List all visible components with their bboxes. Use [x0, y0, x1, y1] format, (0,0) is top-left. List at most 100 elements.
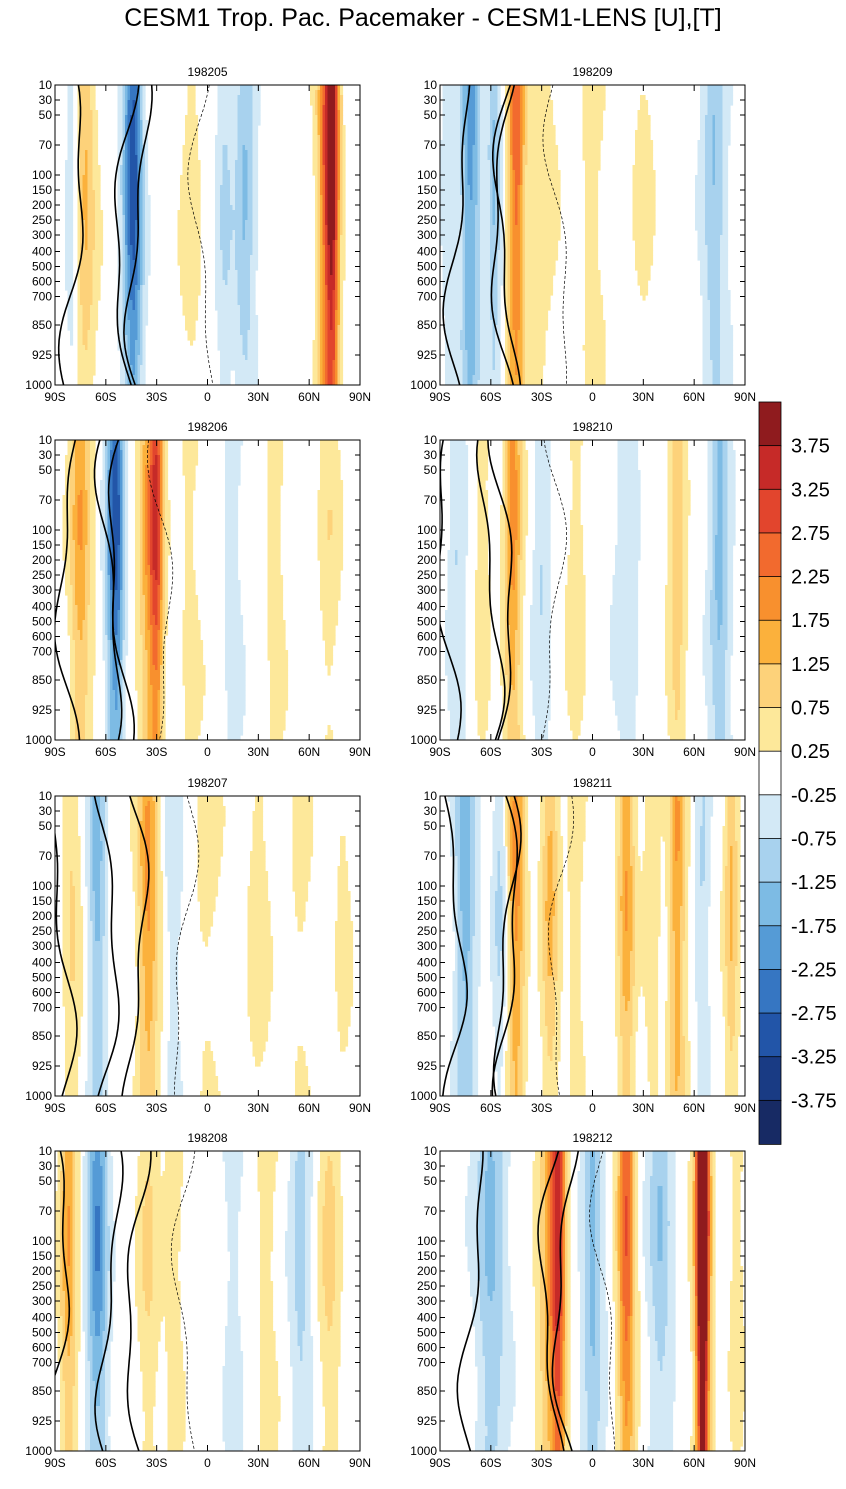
y-tick-label: 250: [32, 1279, 52, 1293]
x-tick-label: 90S: [429, 390, 450, 404]
y-tick-label: 925: [32, 1414, 52, 1428]
y-tick-label: 400: [417, 245, 437, 259]
y-tick-label: 250: [32, 568, 52, 582]
y-tick-label: 850: [417, 673, 437, 687]
x-tick-label: 90S: [44, 1101, 65, 1115]
y-tick-label: 10: [39, 1144, 53, 1158]
x-tick-label: 60N: [683, 390, 705, 404]
colorbar-label: -0.75: [791, 828, 837, 850]
y-tick-label: 250: [32, 213, 52, 227]
colorbar-label: 2.75: [791, 523, 830, 545]
x-tick-label: 60N: [298, 1101, 320, 1115]
anomaly-field: [55, 85, 360, 385]
y-tick-label: 70: [39, 138, 53, 152]
y-tick-label: 300: [32, 939, 52, 953]
y-tick-label: 1000: [410, 378, 437, 392]
y-tick-label: 600: [32, 1341, 52, 1355]
y-tick-label: 1000: [25, 733, 52, 747]
x-tick-label: 60S: [480, 745, 501, 759]
y-tick-label: 30: [39, 804, 53, 818]
colorbar-label: 2.25: [791, 567, 830, 589]
colorbar-swatch: [758, 445, 782, 491]
y-tick-label: 150: [32, 183, 52, 197]
x-tick-label: 30N: [632, 1101, 654, 1115]
y-tick-label: 100: [417, 1234, 437, 1248]
x-tick-label: 60N: [683, 745, 705, 759]
y-tick-label: 925: [417, 1059, 437, 1073]
colorbar-swatch: [758, 925, 782, 971]
y-tick-label: 300: [417, 939, 437, 953]
y-tick-label: 500: [417, 260, 437, 274]
y-tick-label: 925: [417, 1414, 437, 1428]
x-tick-label: 30S: [531, 745, 552, 759]
y-tick-label: 10: [39, 789, 53, 803]
x-tick-label: 30N: [247, 745, 269, 759]
x-tick-label: 0: [204, 1456, 211, 1470]
x-tick-label: 90S: [44, 390, 65, 404]
y-tick-label: 925: [417, 348, 437, 362]
y-tick-label: 850: [417, 318, 437, 332]
x-tick-label: 60N: [683, 1101, 705, 1115]
x-tick-label: 30N: [632, 1456, 654, 1470]
y-tick-label: 100: [417, 168, 437, 182]
y-tick-label: 850: [32, 1384, 52, 1398]
y-tick-label: 100: [32, 1234, 52, 1248]
y-tick-label: 200: [417, 198, 437, 212]
y-tick-label: 700: [32, 1356, 52, 1370]
colorbar-swatch: [758, 663, 782, 709]
y-tick-label: 500: [32, 1326, 52, 1340]
y-tick-label: 250: [417, 213, 437, 227]
x-tick-label: 60S: [480, 1456, 501, 1470]
y-tick-label: 850: [417, 1384, 437, 1398]
y-tick-label: 925: [32, 703, 52, 717]
x-tick-label: 60N: [683, 1456, 705, 1470]
x-tick-label: 30S: [146, 1101, 167, 1115]
x-axis: 90S 60S 30S 0 30N 60N 90N: [44, 440, 371, 759]
x-axis: 90S 60S 30S 0 30N 60N 90N: [44, 1151, 371, 1470]
y-tick-label: 200: [32, 1264, 52, 1278]
y-tick-label: 400: [417, 1311, 437, 1325]
colorbar-label: 3.25: [791, 479, 830, 501]
x-tick-label: 30S: [531, 1456, 552, 1470]
x-tick-label: 60S: [95, 390, 116, 404]
y-tick-label: 300: [417, 583, 437, 597]
y-tick-label: 10: [424, 433, 438, 447]
x-axis: 90S 60S 30S 0 30N 60N 90N: [44, 85, 371, 404]
panel-title: 198211: [573, 776, 612, 790]
y-tick-label: 10: [424, 1144, 438, 1158]
x-tick-label: 30N: [247, 390, 269, 404]
x-tick-label: 60S: [95, 745, 116, 759]
y-tick-label: 500: [32, 260, 52, 274]
colorbar-swatch: [758, 1099, 782, 1145]
panel-title: 198210: [572, 420, 612, 434]
y-tick-label: 1000: [25, 1089, 52, 1103]
wind-contours: [440, 440, 567, 740]
x-tick-label: 90N: [734, 1101, 756, 1115]
y-tick-label: 700: [417, 290, 437, 304]
y-tick-label: 30: [39, 448, 53, 462]
y-tick-label: 300: [32, 1294, 52, 1308]
y-tick-label: 150: [32, 894, 52, 908]
y-tick-label: 400: [32, 245, 52, 259]
colorbar-swatch: [758, 401, 782, 447]
y-tick-label: 10: [424, 789, 438, 803]
y-tick-label: 400: [32, 1311, 52, 1325]
x-axis: 90S 60S 30S 0 30N 60N 90N: [44, 796, 371, 1115]
y-tick-label: 500: [417, 971, 437, 985]
x-tick-label: 60N: [298, 390, 320, 404]
y-tick-label: 100: [32, 523, 52, 537]
y-tick-label: 50: [39, 819, 53, 833]
x-tick-label: 30N: [632, 745, 654, 759]
panel-title: 198208: [187, 1131, 227, 1145]
y-tick-label: 500: [32, 615, 52, 629]
